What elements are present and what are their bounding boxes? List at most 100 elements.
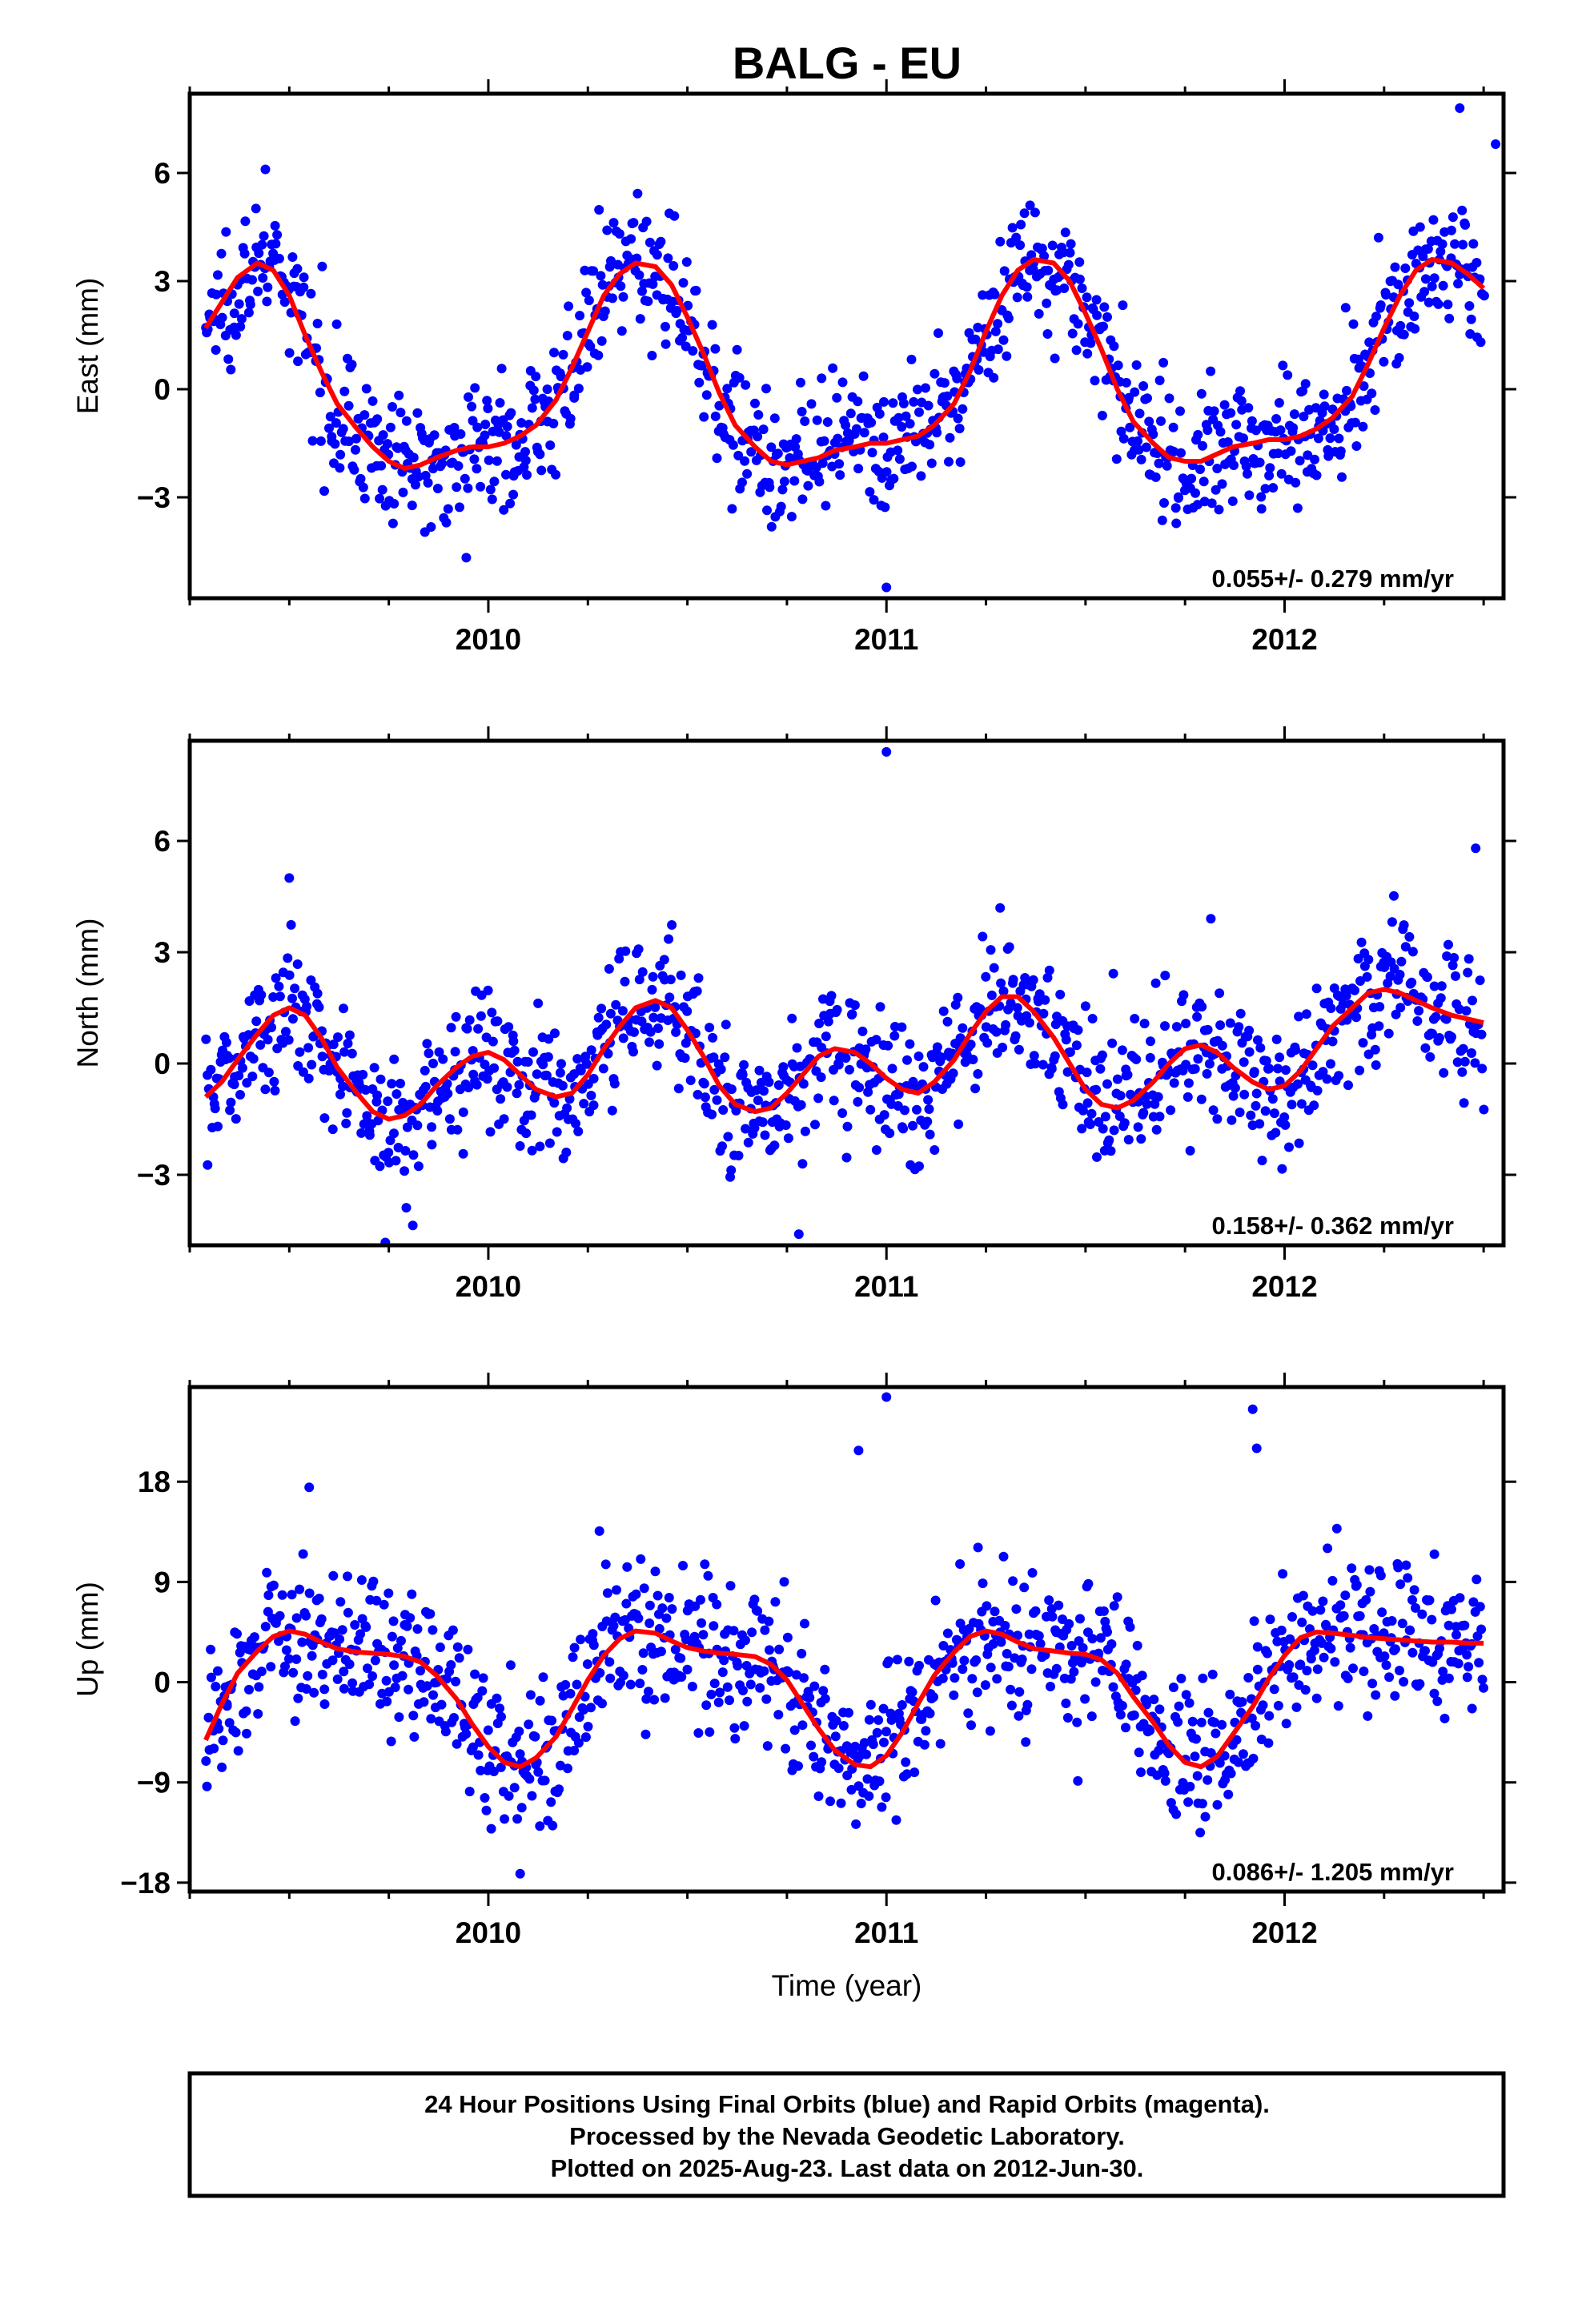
up-point <box>1363 1711 1373 1721</box>
north-point <box>912 1104 921 1115</box>
north-point <box>1301 1009 1311 1019</box>
north-point <box>235 1090 245 1100</box>
east-point <box>1082 292 1092 303</box>
east-point <box>1209 406 1219 416</box>
north-point <box>1271 1034 1282 1044</box>
up-point <box>990 1606 1000 1617</box>
up-point <box>1263 1648 1272 1659</box>
up-point <box>1154 1704 1165 1715</box>
up-point <box>504 1791 514 1801</box>
east-point <box>817 373 827 384</box>
up-point <box>470 1669 480 1679</box>
east-point <box>573 384 584 394</box>
up-point <box>1467 1703 1477 1714</box>
east-point <box>1264 470 1275 480</box>
north-point <box>342 1108 352 1118</box>
east-point <box>317 261 327 271</box>
north-point <box>664 934 674 944</box>
east-point <box>952 373 962 384</box>
east-point <box>1390 262 1400 272</box>
east-point <box>596 271 606 281</box>
east-point <box>930 368 940 379</box>
north-point <box>1196 1094 1207 1104</box>
east-ytick-label: 3 <box>154 265 171 298</box>
up-point <box>1335 1600 1346 1610</box>
up-ytick-label: −9 <box>137 1767 171 1799</box>
up-point <box>762 1741 773 1751</box>
east-point <box>1415 222 1425 232</box>
north-point <box>1062 1067 1073 1077</box>
east-point <box>600 306 610 316</box>
north-point <box>328 1039 339 1050</box>
up-point <box>386 1736 396 1747</box>
up-point <box>476 1765 486 1775</box>
up-point <box>244 1684 254 1695</box>
east-point <box>1131 360 1142 370</box>
north-point <box>1443 939 1453 950</box>
up-point <box>540 1775 550 1786</box>
east-point <box>1410 324 1420 334</box>
north-point <box>1146 1036 1155 1047</box>
up-point <box>209 1743 219 1754</box>
north-point <box>1477 1063 1488 1074</box>
up-point <box>298 1549 308 1559</box>
up-point <box>955 1559 966 1569</box>
east-point <box>681 257 692 267</box>
east-point <box>398 487 408 497</box>
east-point <box>1226 408 1236 418</box>
east-point <box>245 300 255 310</box>
north-point <box>333 1032 343 1043</box>
east-point <box>853 464 864 474</box>
north-point <box>509 1045 520 1055</box>
up-point <box>1294 1680 1304 1691</box>
up-point <box>709 1679 720 1689</box>
north-point <box>1429 981 1439 991</box>
north-point <box>923 1095 934 1105</box>
east-point <box>1091 295 1102 305</box>
north-point <box>1280 1120 1291 1130</box>
east-point <box>522 470 532 480</box>
north-point <box>383 1096 393 1107</box>
up-point <box>1073 1775 1083 1786</box>
up-ytick-label: 18 <box>138 1466 171 1498</box>
north-point <box>814 1019 825 1028</box>
north-ytick-label: −3 <box>137 1159 171 1192</box>
north-point <box>284 970 295 980</box>
east-point <box>499 505 509 515</box>
up-point <box>938 1673 948 1683</box>
north-point <box>953 992 963 1003</box>
north-point <box>427 1122 437 1132</box>
north-point <box>473 1023 484 1034</box>
up-point <box>202 1781 212 1791</box>
north-point <box>1225 1018 1235 1028</box>
north-point <box>1326 1059 1335 1069</box>
east-point <box>1066 239 1076 249</box>
east-point <box>1113 360 1123 371</box>
north-point <box>256 990 267 1000</box>
north-point <box>645 1027 656 1037</box>
east-point <box>235 321 246 332</box>
east-point <box>819 436 829 446</box>
north-point <box>685 1076 696 1085</box>
east-rate-label: 0.055+/- 0.279 mm/yr <box>1212 565 1454 593</box>
up-point <box>612 1585 621 1595</box>
up-point <box>1212 1799 1223 1810</box>
east-point <box>1235 386 1245 396</box>
north-point <box>1447 1031 1456 1042</box>
east-point <box>274 253 284 263</box>
north-point <box>1185 1145 1195 1156</box>
east-point <box>1472 258 1482 267</box>
north-point <box>826 991 837 1001</box>
up-point <box>451 1676 461 1687</box>
north-point <box>1131 1054 1142 1064</box>
up-point <box>618 1671 628 1681</box>
up-point <box>637 1665 648 1675</box>
north-point <box>398 1097 408 1108</box>
north-point <box>1287 1100 1297 1110</box>
north-point <box>918 1062 929 1072</box>
north-point <box>271 973 281 983</box>
north-point <box>1117 1045 1127 1055</box>
up-point <box>677 1672 687 1682</box>
east-xtick-label: 2011 <box>854 623 918 656</box>
north-point <box>260 1084 271 1095</box>
